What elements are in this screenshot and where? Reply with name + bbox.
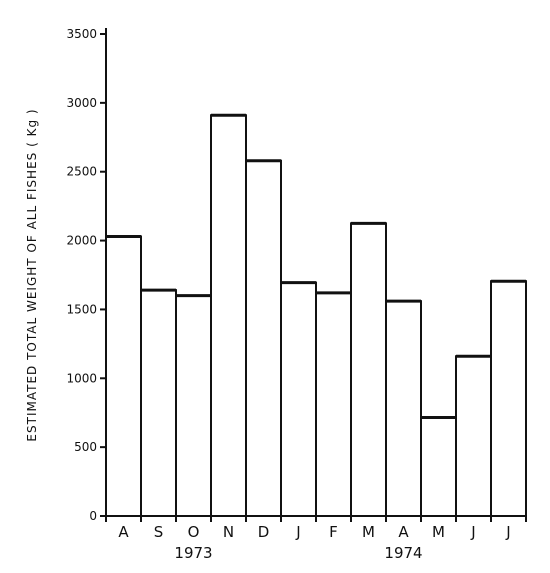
bar [420, 416, 457, 517]
x-category-label: J [295, 523, 300, 541]
bar [350, 222, 387, 517]
x-category-label: J [505, 523, 510, 541]
y-tick-label: 2000 [66, 234, 97, 248]
year-label: 1973 [174, 544, 212, 562]
x-category-label: S [154, 523, 164, 541]
x-category-label: J [470, 523, 475, 541]
y-tick-label: 2500 [66, 165, 97, 179]
y-tick-label: 1000 [66, 371, 97, 385]
bar [245, 159, 282, 517]
y-tick-label: 0 [89, 509, 97, 523]
bars-group [105, 113, 527, 517]
x-category-label: D [258, 523, 270, 541]
x-category-label: M [362, 523, 375, 541]
y-tick-label: 1500 [66, 302, 97, 316]
bar [140, 289, 177, 517]
y-tick-label: 500 [74, 440, 97, 454]
x-category-label: N [223, 523, 234, 541]
bar [105, 235, 142, 517]
bar [280, 281, 317, 517]
x-category-label: F [329, 523, 338, 541]
bar [385, 300, 422, 517]
year-label: 1974 [384, 544, 422, 562]
x-category-label: M [432, 523, 445, 541]
bar [210, 114, 247, 517]
bar [315, 291, 352, 517]
bar [490, 280, 527, 517]
x-category-label: A [398, 523, 409, 541]
x-category-label: O [188, 523, 200, 541]
bar [175, 294, 212, 517]
y-axis-title: ESTIMATED TOTAL WEIGHT OF ALL FISHES ( K… [25, 108, 39, 441]
year-labels-group: 1973 1974 [174, 544, 422, 562]
y-ticks-group: 0 500 1000 1500 2000 2500 3000 3500 [66, 27, 106, 523]
x-category-label: A [118, 523, 129, 541]
y-tick-label: 3000 [66, 96, 97, 110]
y-tick-label: 3500 [66, 27, 97, 41]
bar [455, 355, 492, 517]
